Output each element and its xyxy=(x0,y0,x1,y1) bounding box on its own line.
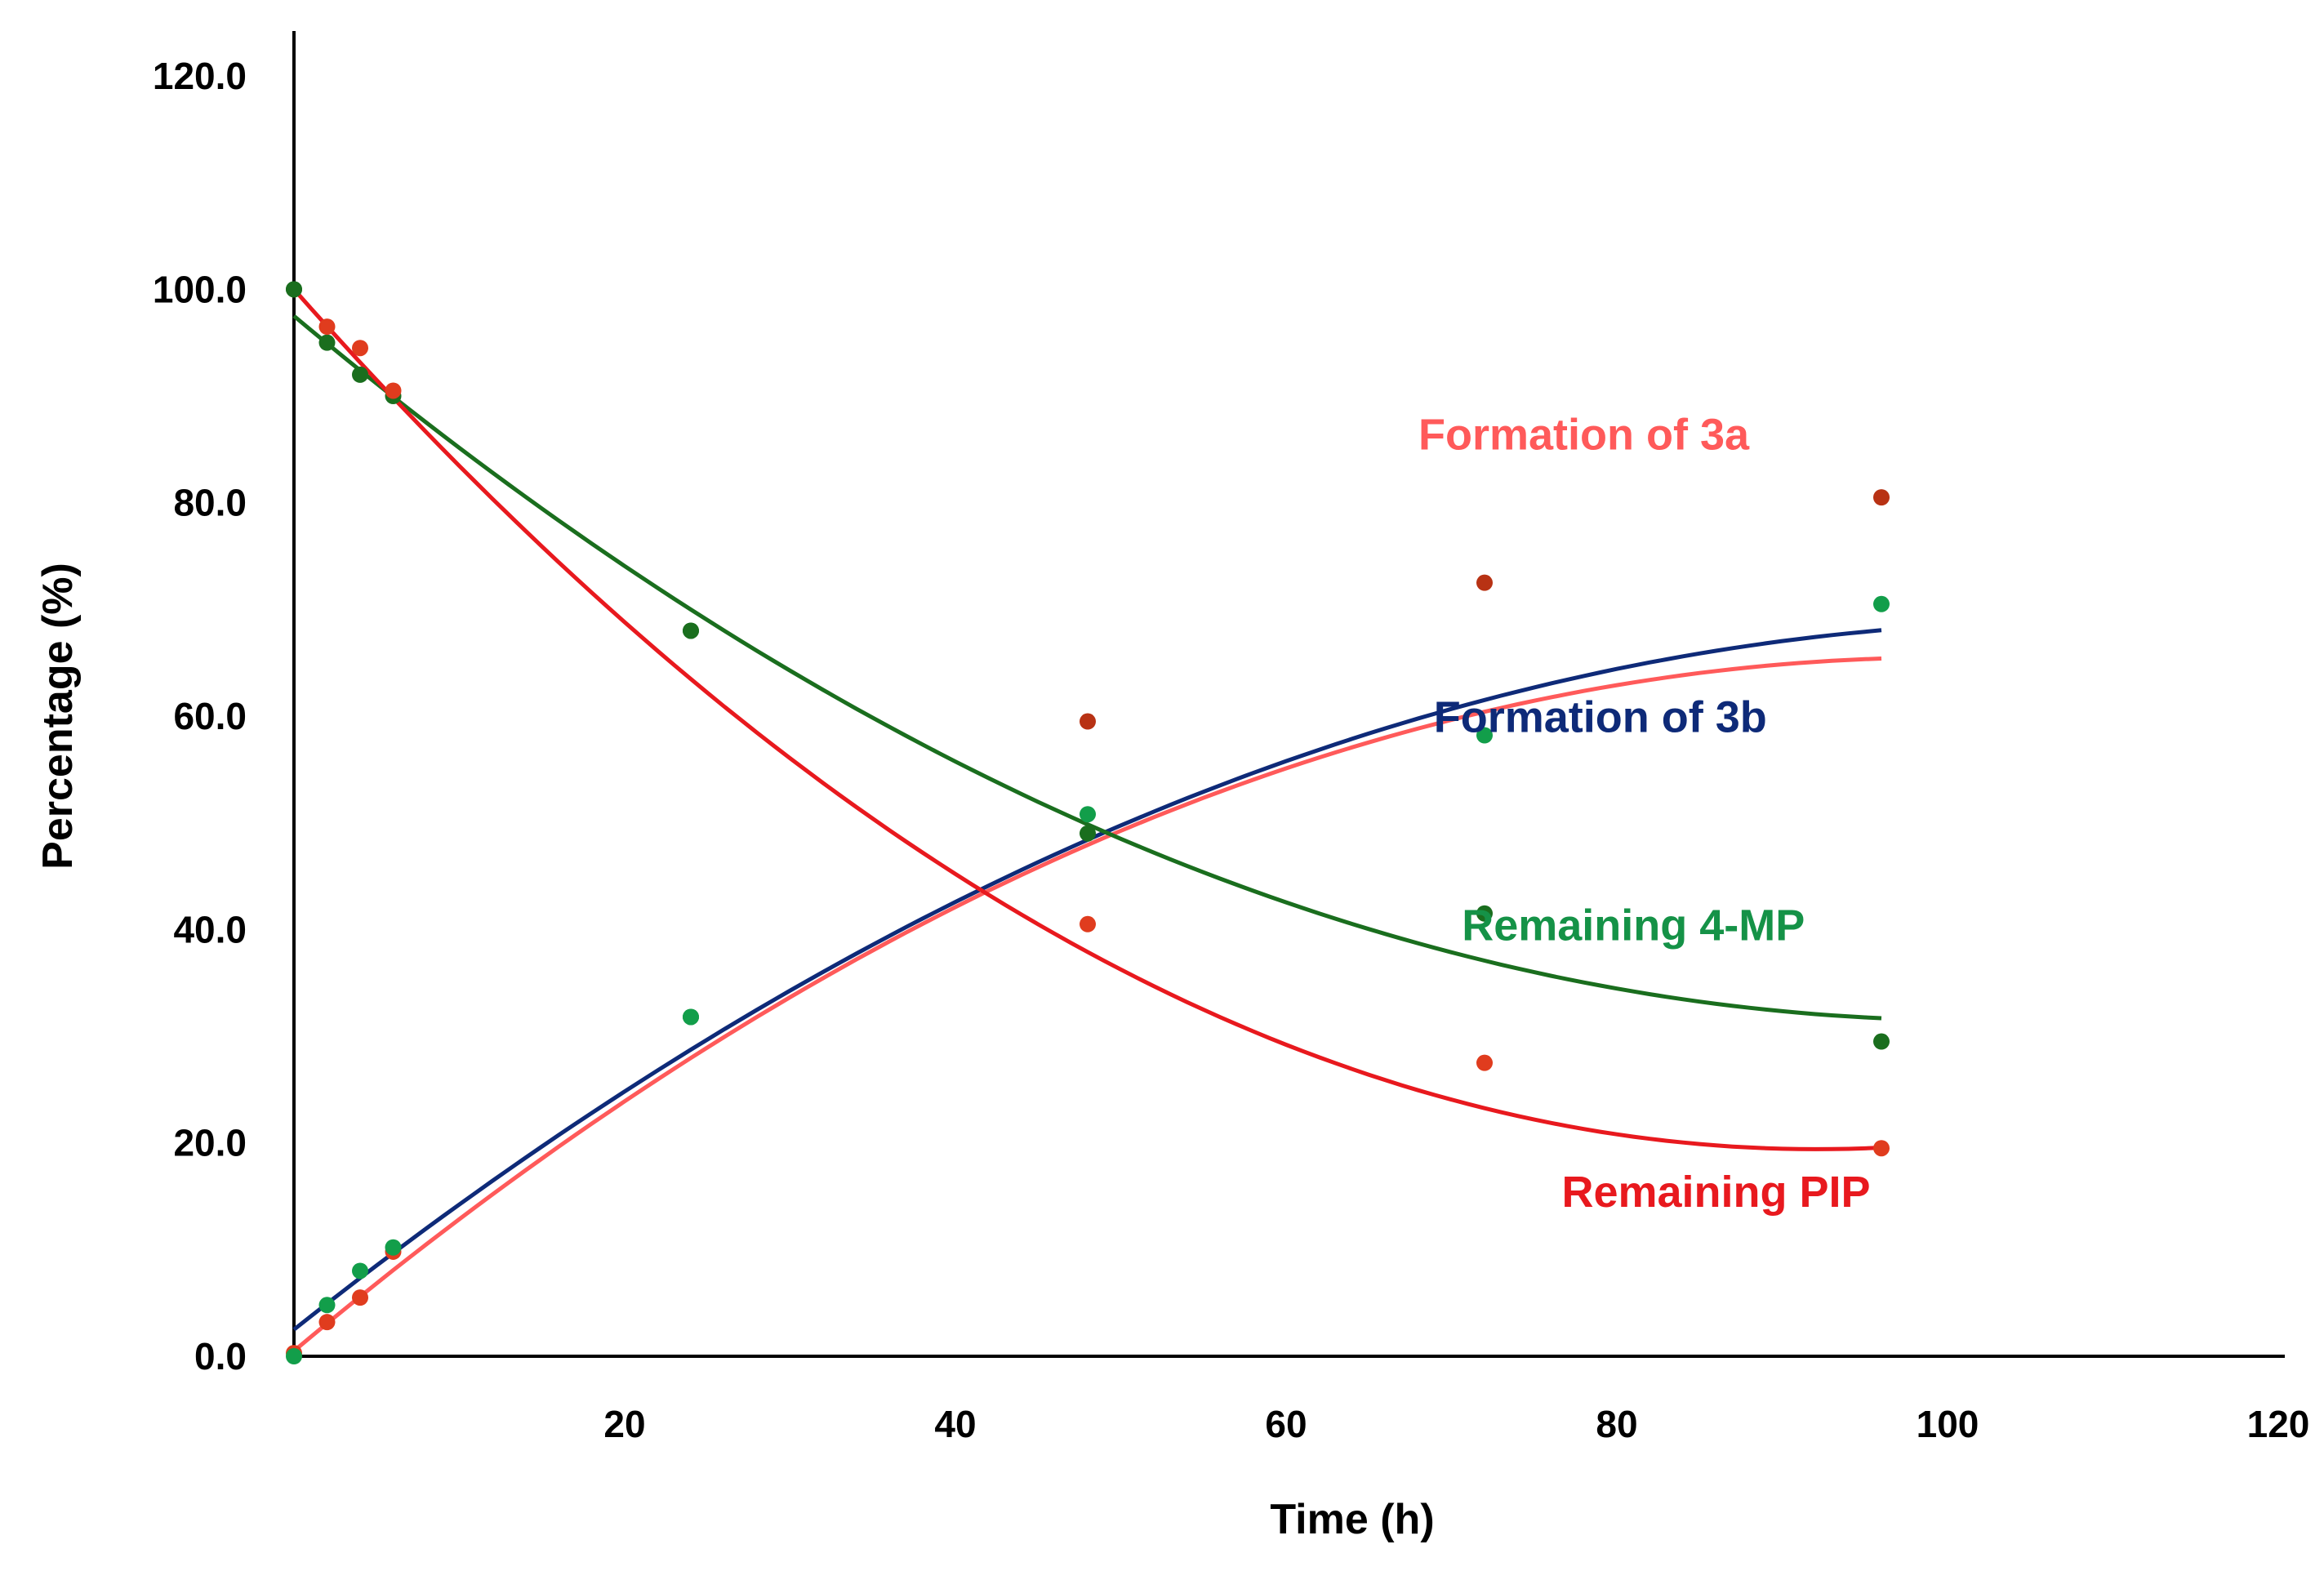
data-point-formation-3a xyxy=(1476,574,1493,591)
series-labels: Formation of 3a Formation of 3b Remaining … xyxy=(1418,410,1871,1217)
data-point-remaining-4mp xyxy=(1080,825,1096,842)
data-point-formation-3b xyxy=(352,1262,368,1279)
data-point-remaining-pip xyxy=(1080,915,1096,932)
y-tick-label: 120.0 xyxy=(153,55,247,97)
series-label-remaining-pip: Remaining PIP xyxy=(1561,1168,1870,1217)
y-tick-label: 100.0 xyxy=(153,268,247,310)
data-point-formation-3b xyxy=(286,1348,302,1364)
y-tick-label: 40.0 xyxy=(173,908,247,950)
data-point-formation-3b xyxy=(318,1297,336,1314)
data-point-remaining-4mp xyxy=(318,334,336,351)
series-label-formation-3a: Formation of 3a xyxy=(1418,410,1750,459)
data-point-remaining-pip xyxy=(352,340,368,357)
data-point-remaining-pip xyxy=(1873,1140,1890,1157)
series-label-remaining-4mp: Remaining 4-MP xyxy=(1462,901,1805,950)
data-point-formation-3a xyxy=(352,1289,368,1306)
data-point-remaining-pip xyxy=(286,281,302,298)
data-point-formation-3b xyxy=(1476,727,1493,744)
data-point-formation-3a xyxy=(318,1314,336,1331)
data-point-formation-3b xyxy=(1873,595,1890,612)
data-point-formation-3b xyxy=(385,1239,402,1256)
y-tick-label: 20.0 xyxy=(173,1122,247,1164)
data-point-remaining-pip xyxy=(683,622,699,639)
x-tick-label: 100 xyxy=(1917,1403,1979,1445)
x-axis-title: Time (h) xyxy=(1270,1496,1434,1543)
y-tick-label: 0.0 xyxy=(194,1335,247,1377)
x-tick-label: 120 xyxy=(2247,1403,2310,1445)
y-axis-title: Percentage (%) xyxy=(34,563,82,870)
y-tick-label: 80.0 xyxy=(173,482,247,524)
data-point-formation-3b xyxy=(683,1008,699,1026)
x-tick-label: 40 xyxy=(934,1403,976,1445)
fit-curve-remaining-4mp xyxy=(292,314,1882,1021)
data-point-remaining-pip xyxy=(1476,1054,1493,1071)
y-tick-label: 60.0 xyxy=(173,695,247,737)
data-point-formation-3a xyxy=(1080,713,1096,730)
data-point-remaining-pip xyxy=(318,318,336,336)
x-tick-label: 80 xyxy=(1596,1403,1637,1445)
axes: 0.0 20.0 40.0 60.0 80.0 100.0 120.0 20 40 60 80 100… xyxy=(153,31,2310,1445)
x-tick-label: 20 xyxy=(603,1403,645,1445)
fit-curve-formation-3a xyxy=(292,656,1882,1353)
series-label-formation-3b: Formation of 3b xyxy=(1434,693,1767,742)
data-point-remaining-pip xyxy=(385,382,402,399)
fit-curves xyxy=(292,287,1882,1353)
x-tick-label: 60 xyxy=(1265,1403,1307,1445)
data-point-formation-3a xyxy=(1873,489,1890,506)
data-point-remaining-4mp xyxy=(352,366,368,383)
data-point-remaining-4mp xyxy=(1873,1033,1890,1050)
data-point-formation-3b xyxy=(1080,806,1096,823)
data-points xyxy=(286,281,1890,1364)
data-point-remaining-4mp xyxy=(1476,905,1493,922)
fit-curve-remaining-pip xyxy=(292,287,1882,1151)
